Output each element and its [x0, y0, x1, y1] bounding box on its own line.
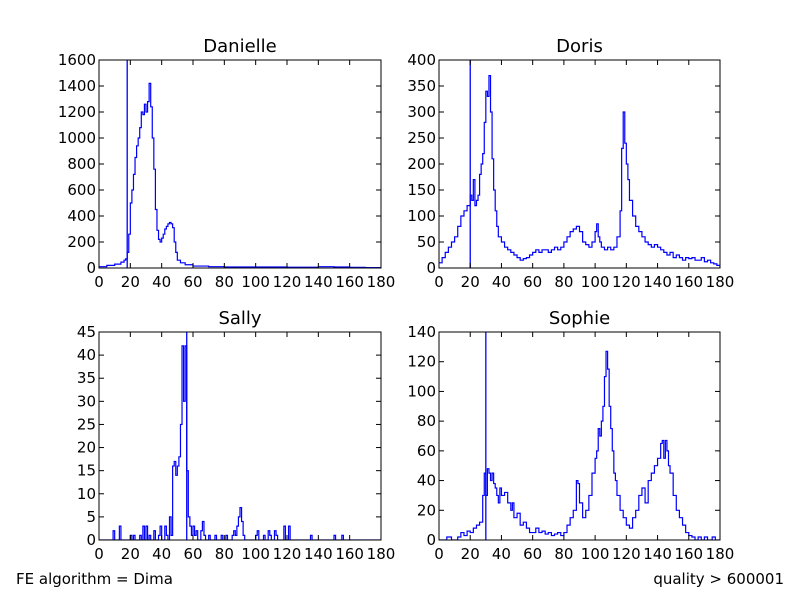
x-tick-label: 20 — [461, 273, 480, 291]
y-tick-label: 350 — [407, 77, 436, 95]
x-tick-label: 120 — [273, 273, 302, 291]
histogram-series — [439, 75, 720, 268]
y-tick-label: 40 — [77, 346, 96, 364]
x-tick-label: 40 — [492, 545, 511, 563]
x-tick-label: 20 — [121, 273, 140, 291]
x-tick-label: 80 — [215, 273, 234, 291]
y-tick-label: 120 — [407, 353, 436, 371]
x-tick-label: 0 — [434, 545, 444, 563]
y-tick-label: 10 — [77, 485, 96, 503]
y-tick-label: 400 — [407, 51, 436, 69]
x-tick-label: 80 — [554, 273, 573, 291]
y-tick-label: 20 — [77, 439, 96, 457]
x-tick-label: 60 — [183, 545, 202, 563]
histogram-series — [99, 345, 381, 540]
y-tick-label: 100 — [407, 207, 436, 225]
y-tick-label: 25 — [77, 415, 96, 433]
y-tick-label: 800 — [67, 155, 96, 173]
y-tick-label: 20 — [417, 501, 436, 519]
x-tick-label: 100 — [241, 273, 270, 291]
y-tick-label: 35 — [77, 369, 96, 387]
x-tick-label: 180 — [706, 273, 735, 291]
x-tick-label: 100 — [581, 273, 610, 291]
x-tick-label: 60 — [523, 273, 542, 291]
y-tick-label: 30 — [77, 392, 96, 410]
x-tick-label: 0 — [94, 273, 104, 291]
y-tick-label: 0 — [86, 259, 96, 277]
x-tick-label: 160 — [335, 273, 364, 291]
subplot-title: Sally — [218, 308, 261, 329]
axes-frame — [438, 331, 721, 541]
y-tick-label: 1600 — [58, 51, 96, 69]
x-tick-label: 120 — [273, 545, 302, 563]
x-tick-label: 60 — [183, 273, 202, 291]
histogram-series — [99, 82, 381, 268]
y-tick-label: 150 — [407, 181, 436, 199]
x-tick-label: 40 — [152, 273, 171, 291]
x-tick-label: 140 — [643, 273, 672, 291]
subplot-title: Doris — [556, 36, 603, 57]
y-tick-label: 45 — [77, 323, 96, 341]
x-tick-label: 20 — [461, 545, 480, 563]
y-tick-label: 400 — [67, 207, 96, 225]
x-tick-label: 60 — [523, 545, 542, 563]
y-tick-label: 1200 — [58, 103, 96, 121]
subplot-doris: 0 20 40 60 80 100 120 140 160 1800501001502002503… — [407, 36, 734, 291]
x-tick-label: 180 — [706, 545, 735, 563]
subplot-sally: 0 20 40 60 80 100 120 140 160 180 0 5 10 15 20 25 30 35 40… — [77, 308, 395, 563]
subplot-danielle: 0 20 40 60 80 100 120 140 160 180 0 200 400 600 800 100… — [58, 36, 396, 291]
subplot-sophie: 0 20 40 60 80 100 120 140 160 1800204060801001201… — [407, 308, 734, 563]
x-tick-label: 0 — [94, 545, 104, 563]
y-tick-label: 40 — [417, 472, 436, 490]
y-tick-label: 200 — [407, 155, 436, 173]
y-tick-label: 0 — [426, 259, 436, 277]
x-tick-label: 180 — [367, 545, 396, 563]
footer-algorithm-label: FE algorithm = Dima — [16, 570, 173, 588]
y-tick-label: 200 — [67, 233, 96, 251]
axes-frame — [98, 331, 382, 541]
x-tick-label: 40 — [492, 273, 511, 291]
subplot-title: Danielle — [203, 36, 276, 57]
x-tick-label: 160 — [674, 545, 703, 563]
y-tick-label: 50 — [417, 233, 436, 251]
y-tick-label: 300 — [407, 103, 436, 121]
x-tick-label: 120 — [612, 545, 641, 563]
x-tick-label: 100 — [241, 545, 270, 563]
x-tick-label: 180 — [367, 273, 396, 291]
y-tick-label: 0 — [426, 531, 436, 549]
x-tick-label: 120 — [612, 273, 641, 291]
axes-frame — [98, 59, 382, 269]
x-tick-label: 160 — [335, 545, 364, 563]
y-tick-label: 80 — [417, 412, 436, 430]
x-tick-label: 0 — [434, 273, 444, 291]
y-tick-label: 0 — [86, 531, 96, 549]
x-tick-label: 80 — [215, 545, 234, 563]
x-tick-label: 140 — [643, 545, 672, 563]
x-tick-label: 100 — [581, 545, 610, 563]
y-tick-label: 140 — [407, 323, 436, 341]
x-tick-label: 160 — [674, 273, 703, 291]
x-tick-label: 40 — [152, 545, 171, 563]
y-tick-label: 600 — [67, 181, 96, 199]
y-tick-label: 15 — [77, 462, 96, 480]
histogram-series — [439, 350, 720, 540]
y-tick-label: 250 — [407, 129, 436, 147]
x-tick-label: 20 — [121, 545, 140, 563]
y-tick-label: 1000 — [58, 129, 96, 147]
y-tick-label: 5 — [86, 508, 96, 526]
x-tick-label: 80 — [554, 545, 573, 563]
footer-quality-label: quality > 600001 — [653, 570, 784, 588]
y-tick-label: 1400 — [58, 77, 96, 95]
y-tick-label: 100 — [407, 382, 436, 400]
x-tick-label: 140 — [304, 545, 333, 563]
y-tick-label: 60 — [417, 442, 436, 460]
subplot-title: Sophie — [549, 308, 610, 329]
x-tick-label: 140 — [304, 273, 333, 291]
